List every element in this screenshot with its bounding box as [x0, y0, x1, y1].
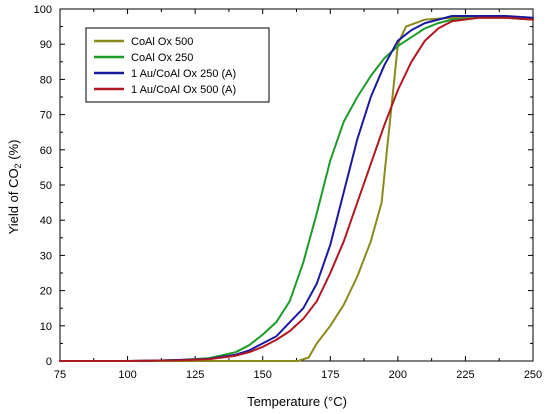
legend-label: CoAl Ox 250 — [131, 52, 193, 64]
x-tick-label: 150 — [254, 369, 272, 381]
x-tick-label: 100 — [118, 369, 136, 381]
y-tick-label: 0 — [46, 356, 52, 368]
x-tick-label: 250 — [524, 369, 542, 381]
y-tick-label: 80 — [40, 74, 52, 86]
y-tick-label: 90 — [40, 39, 52, 51]
y-tick-label: 60 — [40, 145, 52, 157]
y-tick-label: 50 — [40, 180, 52, 192]
y-tick-label: 40 — [40, 215, 52, 227]
legend: CoAl Ox 500 CoAl Ox 250 1 Au/CoAl Ox 250 (… — [85, 27, 270, 103]
x-tick-label: 200 — [389, 369, 407, 381]
legend-label: 1 Au/CoAl Ox 250 (A) — [131, 68, 236, 80]
y-axis-title: Yield of CO2 (%) — [6, 140, 23, 235]
legend-label: CoAl Ox 500 — [131, 36, 193, 48]
y-tick-label: 20 — [40, 286, 52, 298]
x-axis: 75 100 125 150 175 200 225 250 — [54, 9, 542, 381]
y-tick-label: 70 — [40, 110, 52, 122]
x-tick-label: 175 — [321, 369, 339, 381]
x-tick-label: 75 — [54, 369, 66, 381]
y-tick-label: 30 — [40, 250, 52, 262]
y-tick-label: 10 — [40, 321, 52, 333]
x-axis-title: Temperature (°C) — [247, 394, 347, 409]
y-axis: 0 10 20 30 40 50 60 70 80 90 100 — [34, 4, 533, 368]
series-line-1-au-coal-ox-500-a — [59, 16, 534, 362]
legend-label: 1 Au/CoAl Ox 500 (A) — [131, 84, 236, 96]
x-tick-label: 125 — [186, 369, 204, 381]
x-tick-label: 225 — [456, 369, 474, 381]
series-layer — [59, 15, 534, 362]
y-tick-label: 100 — [34, 4, 52, 16]
